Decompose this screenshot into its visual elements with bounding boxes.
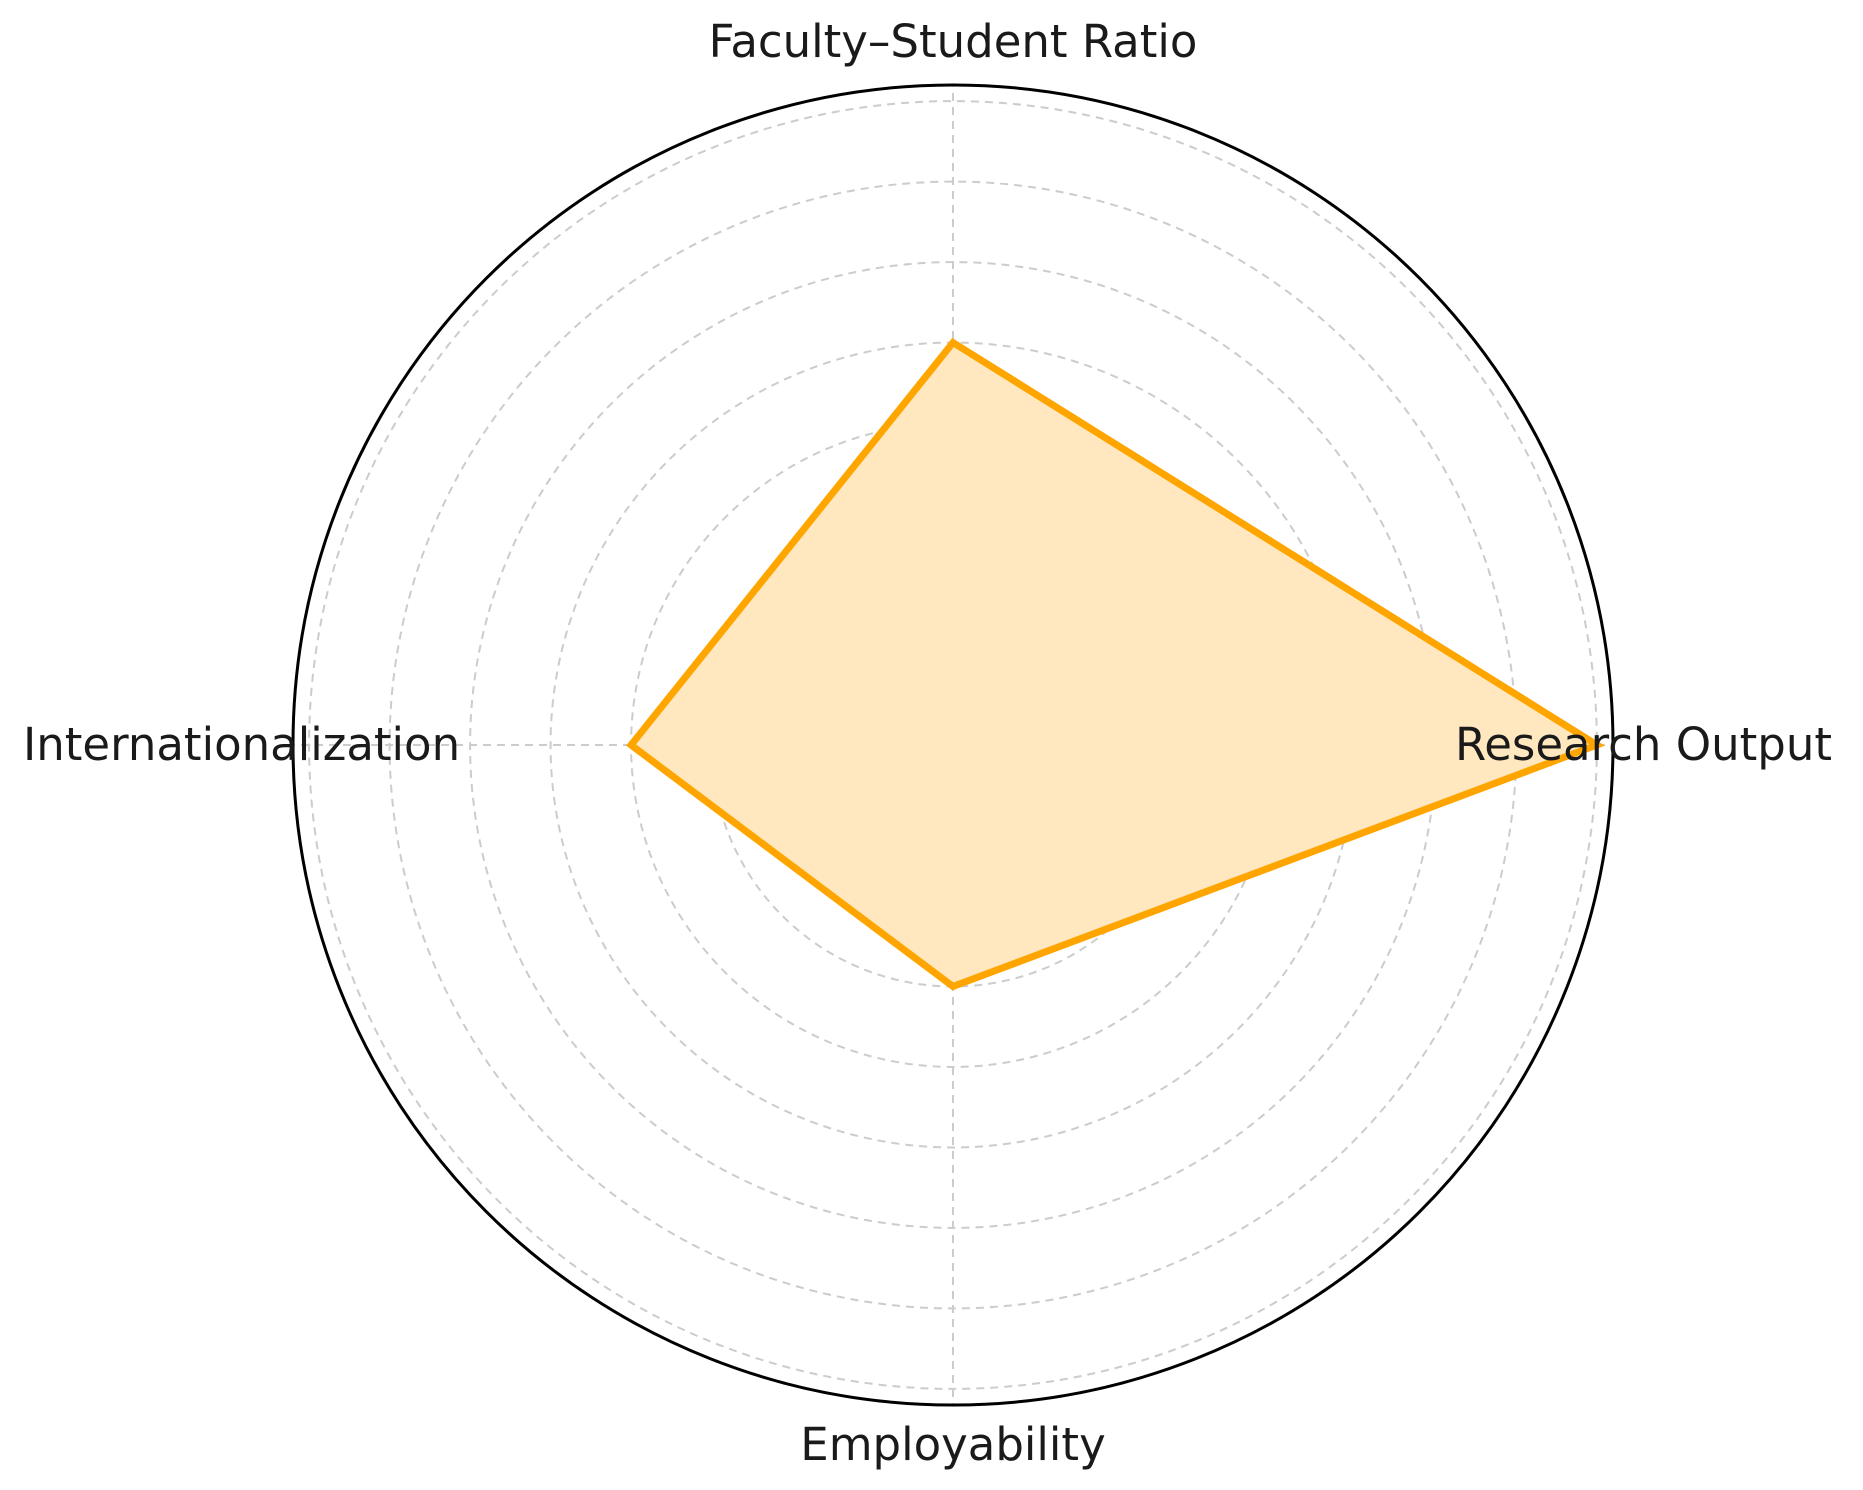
series-layer — [291, 83, 1615, 1407]
axis-label: Faculty–Student Ratio — [709, 15, 1198, 68]
axis-label: Internationalization — [23, 718, 460, 771]
outer-circle — [291, 83, 1615, 1407]
series-area — [631, 342, 1597, 987]
series-line — [626, 337, 1605, 991]
axis-label: Research Output — [1455, 718, 1832, 771]
axis-label: Employability — [800, 1418, 1105, 1471]
label-layer: Research Output Faculty–Student Ratio Inte… — [23, 15, 1832, 1471]
